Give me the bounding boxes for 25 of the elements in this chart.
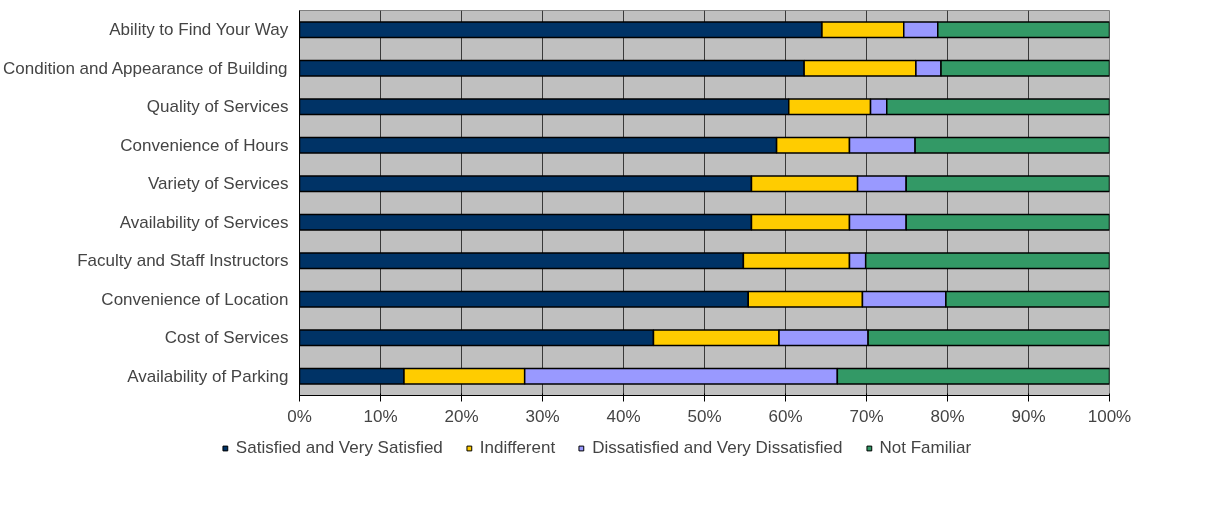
x-tick-label: 80% (930, 406, 965, 426)
x-tick-label: 30% (525, 406, 560, 426)
x-tick-label: 40% (606, 406, 641, 426)
y-tick-label: Availability of Parking (127, 366, 289, 386)
legend-label: Dissatisfied and Very Dissatisfied (592, 438, 843, 458)
y-tick-label: Cost of Services (164, 328, 289, 348)
x-tick-label: 90% (1011, 406, 1046, 426)
x-tick-label: 10% (363, 406, 398, 426)
legend-label: Indifferent (479, 438, 556, 458)
y-tick-label: Convenience of Location (101, 289, 289, 309)
y-tick-label: Availability of Services (119, 212, 289, 232)
x-tick-label: 100% (1087, 406, 1132, 426)
legend-label: Not Familiar (879, 438, 972, 458)
legend-label: Satisfied and Very Satisfied (235, 438, 443, 458)
y-tick-label: Faculty and Staff Instructors (77, 251, 289, 271)
x-tick-label: 70% (849, 406, 884, 426)
x-tick-label: 20% (444, 406, 479, 426)
x-tick-label: 50% (687, 406, 722, 426)
y-tick-label: Ability to Find Your Way (109, 20, 289, 40)
y-tick-label: Convenience of Hours (120, 135, 289, 155)
x-tick-label: 60% (768, 406, 803, 426)
y-tick-label: Quality of Services (146, 97, 289, 117)
y-tick-label: Condition and Appearance of Building (3, 58, 288, 78)
y-tick-label: Variety of Services (148, 174, 289, 194)
x-tick-label: 0% (287, 406, 312, 426)
